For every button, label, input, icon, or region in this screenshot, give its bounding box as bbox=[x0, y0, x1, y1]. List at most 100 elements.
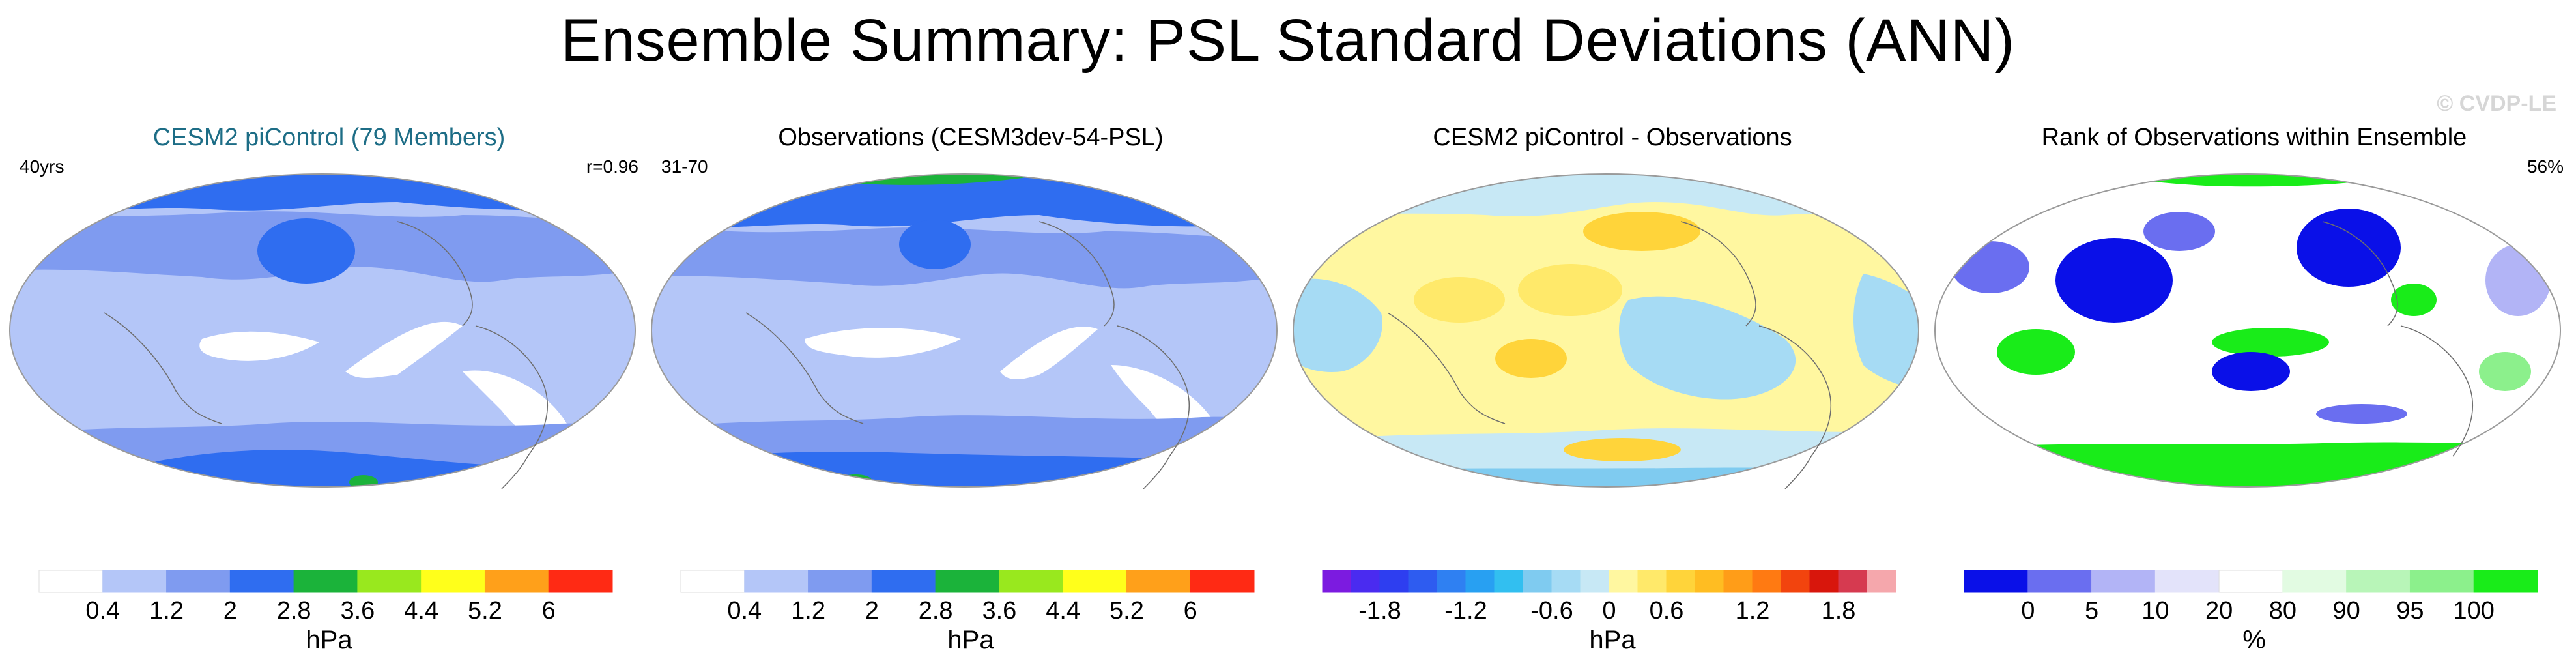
colorbar-tick-label: 5.2 bbox=[1109, 597, 1144, 624]
colorbar-box bbox=[2218, 570, 2283, 593]
panel-title: Observations (CESM3dev-54-PSL) bbox=[778, 124, 1164, 151]
colorbar-box bbox=[1867, 570, 1896, 593]
panel-rank: Rank of Observations within Ensemble 56% bbox=[1932, 117, 2576, 670]
colorbar: 0.4 1.2 2 2.8 3.6 4.4 5.2 6 bbox=[680, 570, 1255, 624]
map-outline bbox=[651, 173, 1278, 488]
colorbar: -1.8 -1.2 -0.6 0 0.6 1.2 1.8 bbox=[1322, 570, 1896, 624]
colorbar-box bbox=[1190, 570, 1255, 593]
colorbar-tick-label: 10 bbox=[2141, 597, 2169, 624]
colorbar-tick-label: 5.2 bbox=[468, 597, 502, 624]
field-orange-south bbox=[1564, 438, 1681, 461]
map-outline bbox=[9, 173, 636, 488]
field-green-west bbox=[1997, 329, 2075, 375]
colorbar-tick-label: 3.6 bbox=[982, 597, 1016, 624]
field-green-north bbox=[2095, 174, 2427, 187]
map-outline bbox=[1293, 173, 1919, 488]
field-low-tropics-b bbox=[805, 328, 961, 358]
colorbar-boxes bbox=[1322, 570, 1896, 593]
field-west-blue bbox=[1293, 278, 1382, 372]
colorbar-tick-label: -1.2 bbox=[1444, 597, 1487, 624]
colorbar-tick-label: 2 bbox=[223, 597, 237, 624]
colorbar-tick-label: 0 bbox=[1602, 597, 1616, 624]
colorbar-box bbox=[1408, 570, 1438, 593]
colorbar-box bbox=[935, 570, 1000, 593]
colorbar-box bbox=[1781, 570, 1810, 593]
colorbar-tick-label: 4.4 bbox=[1046, 597, 1080, 624]
field-orange-mid bbox=[1495, 339, 1567, 378]
colorbar-tick-label: 3.6 bbox=[340, 597, 375, 624]
field-yellow-a bbox=[1518, 264, 1622, 316]
coastlines bbox=[2322, 221, 2474, 457]
field-yellow-b bbox=[1414, 277, 1505, 323]
colorbar-tick-label: 2.8 bbox=[277, 597, 311, 624]
colorbar: 0.4 1.2 2 2.8 3.6 4.4 5.2 6 bbox=[38, 570, 613, 624]
colorbar-box bbox=[1695, 570, 1724, 593]
map-outline bbox=[1934, 173, 2561, 488]
colorbar-box bbox=[2473, 570, 2538, 593]
field-green-east bbox=[2391, 284, 2437, 316]
colorbar-tick-label: 5 bbox=[2085, 597, 2098, 624]
colorbar-tick-label: 100 bbox=[2454, 597, 2495, 624]
colorbar-box bbox=[1465, 570, 1495, 593]
colorbar-box bbox=[871, 570, 936, 593]
colorbar-box bbox=[1126, 570, 1191, 593]
colorbar-box bbox=[744, 570, 809, 593]
map-svg: 0.4 1.2 2 2.8 3.6 4.4 5.2 6 bbox=[651, 173, 1278, 624]
colorbar-tick-label: 2.8 bbox=[919, 597, 953, 624]
colorbar-tick-label: 1.2 bbox=[1736, 597, 1770, 624]
colorbar-tick-label: 1.2 bbox=[791, 597, 825, 624]
field-aleutian-high bbox=[257, 218, 355, 284]
colorbar-box bbox=[2346, 570, 2411, 593]
colorbar-tick-label: 95 bbox=[2396, 597, 2424, 624]
colorbar: 0 5 10 20 80 90 95 100 bbox=[1964, 570, 2538, 624]
colorbar-units: hPa bbox=[947, 626, 994, 654]
colorbar-box bbox=[2091, 570, 2156, 593]
colorbar-tick-label: 6 bbox=[1184, 597, 1197, 624]
coastlines bbox=[745, 221, 1190, 489]
colorbar-tick-label: 0.4 bbox=[85, 597, 120, 624]
colorbar-tick-label: -0.6 bbox=[1530, 597, 1573, 624]
field-high-south bbox=[651, 452, 1277, 487]
colorbar-box bbox=[2027, 570, 2093, 593]
panel-title: CESM2 piControl - Observations bbox=[1433, 124, 1792, 151]
field-low-tropics-c bbox=[463, 370, 567, 435]
colorbar-box bbox=[680, 570, 745, 593]
colorbar-box bbox=[548, 570, 613, 593]
colorbar-tick-label: 20 bbox=[2205, 597, 2233, 624]
colorbar-box bbox=[1322, 570, 1352, 593]
field-low-tropics-c bbox=[1111, 365, 1215, 435]
colorbar-box bbox=[1838, 570, 1868, 593]
colorbar-tick-label: 1.2 bbox=[149, 597, 184, 624]
colorbar-box bbox=[1666, 570, 1696, 593]
field-orange-north bbox=[1583, 212, 1700, 251]
map-svg: 0 5 10 20 80 90 95 100 bbox=[1934, 173, 2561, 624]
colorbar-box bbox=[1379, 570, 1409, 593]
coastlines bbox=[1387, 221, 1832, 489]
colorbar-box bbox=[1637, 570, 1667, 593]
colorbar-box bbox=[1723, 570, 1753, 593]
colorbar-box bbox=[421, 570, 485, 593]
colorbar-box bbox=[2154, 570, 2220, 593]
colorbar-box bbox=[1437, 570, 1467, 593]
colorbar-tick-label: 2 bbox=[865, 597, 879, 624]
field-green-far-east bbox=[2479, 352, 2531, 391]
colorbar-units: hPa bbox=[1589, 626, 1636, 654]
colorbar-labels: 0 5 10 20 80 90 95 100 bbox=[2021, 597, 2495, 624]
map-svg: 0.4 1.2 2 2.8 3.6 4.4 5.2 6 bbox=[9, 173, 636, 624]
colorbar-box bbox=[1580, 570, 1610, 593]
colorbar-box bbox=[2282, 570, 2347, 593]
colorbar-tick-label: 80 bbox=[2269, 597, 2297, 624]
field-max-south bbox=[839, 474, 872, 486]
field-blue-c bbox=[2143, 212, 2215, 251]
field-blue-d bbox=[1951, 241, 2029, 293]
field-low-tropics-b bbox=[199, 331, 319, 361]
colorbar-box bbox=[1964, 570, 2029, 593]
colorbar-box bbox=[293, 570, 358, 593]
colorbar-tick-label: 6 bbox=[542, 597, 556, 624]
map-svg: -1.8 -1.2 -0.6 0 0.6 1.2 1.8 bbox=[1293, 173, 1919, 624]
colorbar-box bbox=[808, 570, 872, 593]
colorbar-tick-label: 0 bbox=[2021, 597, 2035, 624]
colorbar-box bbox=[357, 570, 422, 593]
colorbar-tick-label: 1.8 bbox=[1822, 597, 1856, 624]
watermark: © CVDP-LE bbox=[2437, 91, 2556, 116]
